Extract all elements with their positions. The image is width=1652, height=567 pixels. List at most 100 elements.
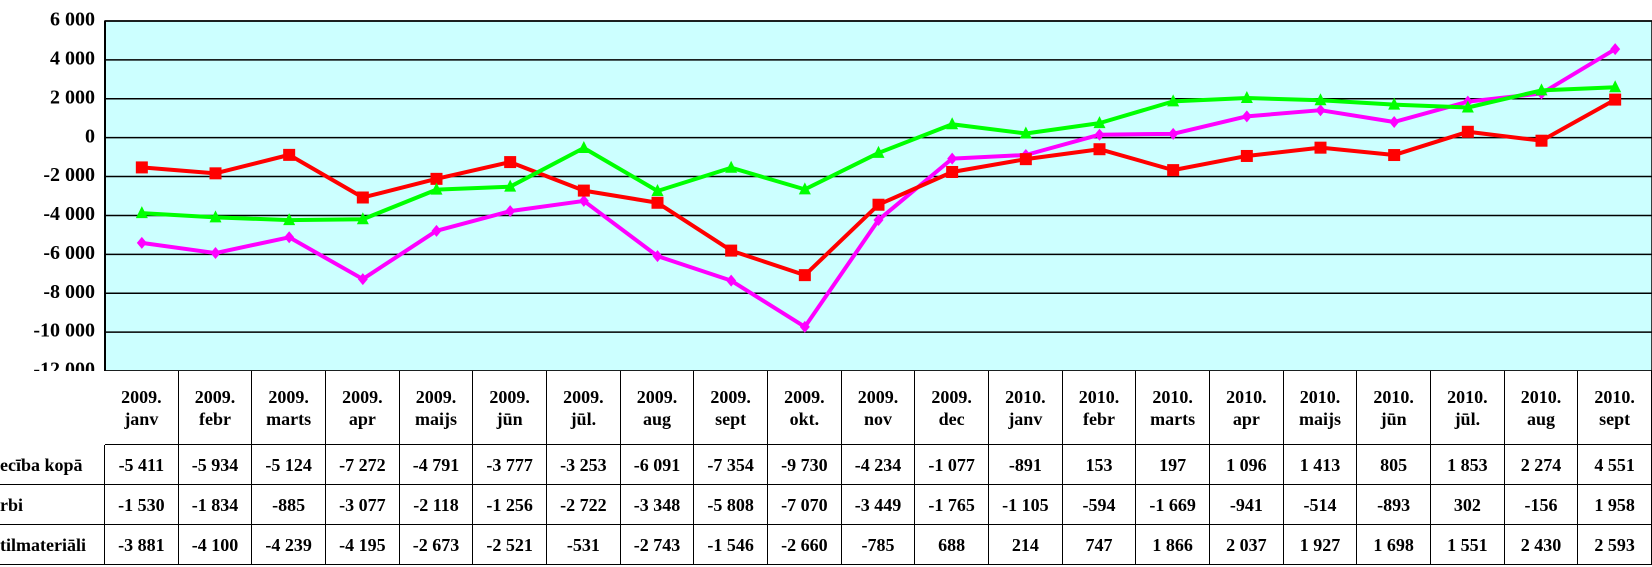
marker — [1609, 93, 1622, 106]
marker — [210, 247, 221, 260]
value-label: 153 — [1062, 445, 1137, 485]
value-label: -1 765 — [915, 485, 989, 525]
marker — [1240, 149, 1253, 162]
value-label: 302 — [1431, 485, 1505, 525]
category-label: 2009. jūl. — [547, 371, 621, 445]
marker — [505, 205, 516, 218]
marker — [357, 273, 368, 286]
value-label: 1 413 — [1283, 445, 1358, 485]
value-label: -7 070 — [768, 485, 842, 525]
marker — [725, 244, 738, 257]
marker — [1535, 83, 1548, 96]
value-label: -531 — [547, 525, 621, 565]
category-label: 2010. marts — [1136, 371, 1210, 445]
value-label: 1 096 — [1210, 445, 1284, 485]
value-label: -1 834 — [178, 485, 253, 525]
y-tick-label: -2 000 — [43, 164, 95, 186]
value-label: -891 — [989, 445, 1063, 485]
marker — [504, 156, 517, 169]
category-label: 2010. jūn — [1357, 371, 1431, 445]
marker — [283, 213, 296, 226]
marker — [284, 231, 295, 244]
marker — [1240, 91, 1253, 104]
marker — [1461, 125, 1474, 138]
marker — [651, 184, 664, 197]
marker — [1535, 134, 1548, 147]
value-label: -7 272 — [326, 445, 400, 485]
value-label: -4 239 — [252, 525, 326, 565]
value-label: -2 673 — [399, 525, 474, 565]
value-label: -3 777 — [473, 445, 547, 485]
value-label: -3 077 — [326, 485, 400, 525]
marker — [1314, 141, 1327, 154]
value-label: -9 730 — [768, 445, 842, 485]
legend-label: ecība kopā — [0, 445, 105, 485]
marker — [1609, 80, 1622, 93]
category-label: 2009. febr — [178, 371, 253, 445]
value-label: -1 256 — [473, 485, 547, 525]
value-label: -1 077 — [915, 445, 989, 485]
value-label: 688 — [915, 525, 989, 565]
value-label: -3 881 — [105, 525, 179, 565]
marker — [135, 206, 148, 219]
value-label: -2 521 — [473, 525, 547, 565]
marker — [1388, 149, 1401, 162]
value-label: -2 118 — [399, 485, 474, 525]
marker — [946, 165, 959, 178]
value-label: -4 791 — [399, 445, 474, 485]
marker — [652, 250, 663, 263]
y-tick-label: -12 000 — [33, 359, 95, 371]
category-label: 2010. janv — [989, 371, 1063, 445]
value-label: -7 354 — [694, 445, 768, 485]
category-label: 2009. jūn — [473, 371, 547, 445]
value-label: 1 927 — [1283, 525, 1358, 565]
value-label: -3 253 — [547, 445, 621, 485]
marker — [356, 191, 369, 204]
category-label: 2010. aug — [1504, 371, 1579, 445]
value-label: -1 669 — [1136, 485, 1210, 525]
value-label: 1 698 — [1357, 525, 1431, 565]
marker — [946, 117, 959, 130]
marker — [1315, 104, 1326, 117]
category-label: 2009. janv — [105, 371, 179, 445]
y-tick-label: 0 — [85, 125, 95, 147]
marker — [1167, 94, 1180, 107]
marker — [1019, 126, 1032, 139]
legend-label: rbi — [0, 485, 105, 525]
value-label: 2 593 — [1578, 525, 1652, 565]
value-label: -941 — [1210, 485, 1284, 525]
value-label: -885 — [252, 485, 326, 525]
plot-area — [104, 20, 1652, 371]
value-label: 1 551 — [1431, 525, 1505, 565]
value-label: -514 — [1283, 485, 1358, 525]
value-label: 805 — [1357, 445, 1431, 485]
marker — [873, 213, 884, 226]
value-label: 2 430 — [1504, 525, 1579, 565]
marker — [1461, 100, 1474, 113]
category-label: 2009. okt. — [768, 371, 842, 445]
value-label: -5 124 — [252, 445, 326, 485]
category-label: 2009. nov — [841, 371, 916, 445]
value-label: 1 866 — [1136, 525, 1210, 565]
marker — [1019, 153, 1032, 166]
value-label: -156 — [1504, 485, 1579, 525]
marker — [577, 184, 590, 197]
marker — [1168, 127, 1179, 140]
marker — [872, 145, 885, 158]
value-label: 2 037 — [1210, 525, 1284, 565]
legend-label: tilmateriāli — [0, 525, 105, 565]
marker — [283, 148, 296, 161]
marker — [726, 274, 737, 287]
marker — [136, 236, 147, 249]
value-label: -3 348 — [620, 485, 695, 525]
marker — [872, 198, 885, 211]
y-tick-label: -4 000 — [43, 203, 95, 225]
marker — [798, 182, 811, 195]
category-label: 2009. aug — [620, 371, 695, 445]
value-label: -1 546 — [694, 525, 768, 565]
y-tick-label: -10 000 — [33, 320, 95, 342]
value-label: -6 091 — [620, 445, 695, 485]
marker — [209, 210, 222, 223]
value-label: -4 234 — [841, 445, 916, 485]
